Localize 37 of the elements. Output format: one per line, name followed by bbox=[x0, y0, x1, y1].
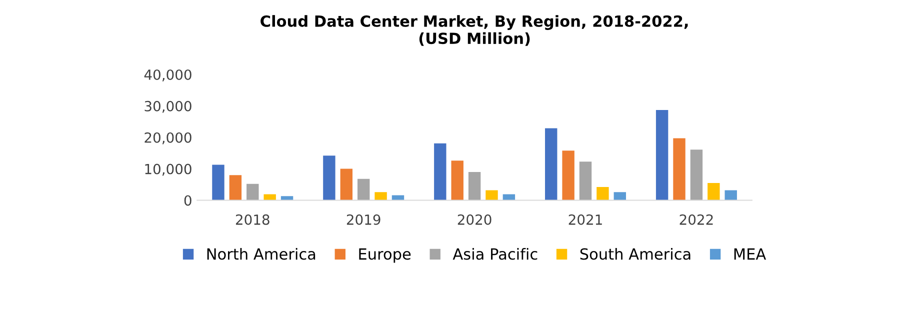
bar bbox=[596, 187, 609, 200]
bar bbox=[545, 128, 558, 200]
bar bbox=[246, 184, 259, 200]
bar bbox=[468, 172, 481, 200]
bar bbox=[656, 110, 668, 200]
legend-label: Asia Pacific bbox=[452, 248, 538, 260]
legend-label: South America bbox=[580, 248, 690, 260]
bar bbox=[323, 156, 336, 200]
legend-label: North America bbox=[207, 248, 316, 260]
chart-title: Cloud Data Center Market, By Region, 2018-2022, (USD Million) bbox=[260, 15, 688, 46]
y-tick-label: 40,000 bbox=[144, 69, 192, 82]
bar bbox=[673, 138, 686, 200]
bar bbox=[614, 192, 626, 200]
x-tick-label: 2019 bbox=[346, 214, 380, 225]
bar bbox=[562, 150, 574, 200]
bar bbox=[690, 150, 703, 200]
bar bbox=[212, 164, 224, 200]
bar bbox=[451, 160, 464, 200]
x-tick-label: 2022 bbox=[680, 214, 713, 225]
y-tick-label: 30,000 bbox=[144, 100, 192, 113]
bar bbox=[434, 143, 446, 200]
bar bbox=[357, 178, 370, 200]
legend-label: MEA bbox=[734, 248, 766, 260]
bar bbox=[486, 190, 498, 200]
x-tick-label: 2021 bbox=[568, 214, 602, 225]
legend-label: Europe bbox=[359, 248, 411, 263]
y-tick-label: 20,000 bbox=[144, 132, 192, 144]
x-tick-label: 2018 bbox=[236, 214, 270, 225]
bar bbox=[708, 182, 720, 200]
bar bbox=[374, 192, 387, 200]
x-tick-label: 2020 bbox=[458, 214, 492, 225]
bar bbox=[229, 175, 242, 200]
y-tick-label: 0 bbox=[184, 195, 192, 206]
y-tick-label: 10,000 bbox=[145, 164, 192, 176]
bar bbox=[340, 168, 352, 200]
bar bbox=[724, 190, 737, 200]
bar bbox=[579, 162, 592, 200]
